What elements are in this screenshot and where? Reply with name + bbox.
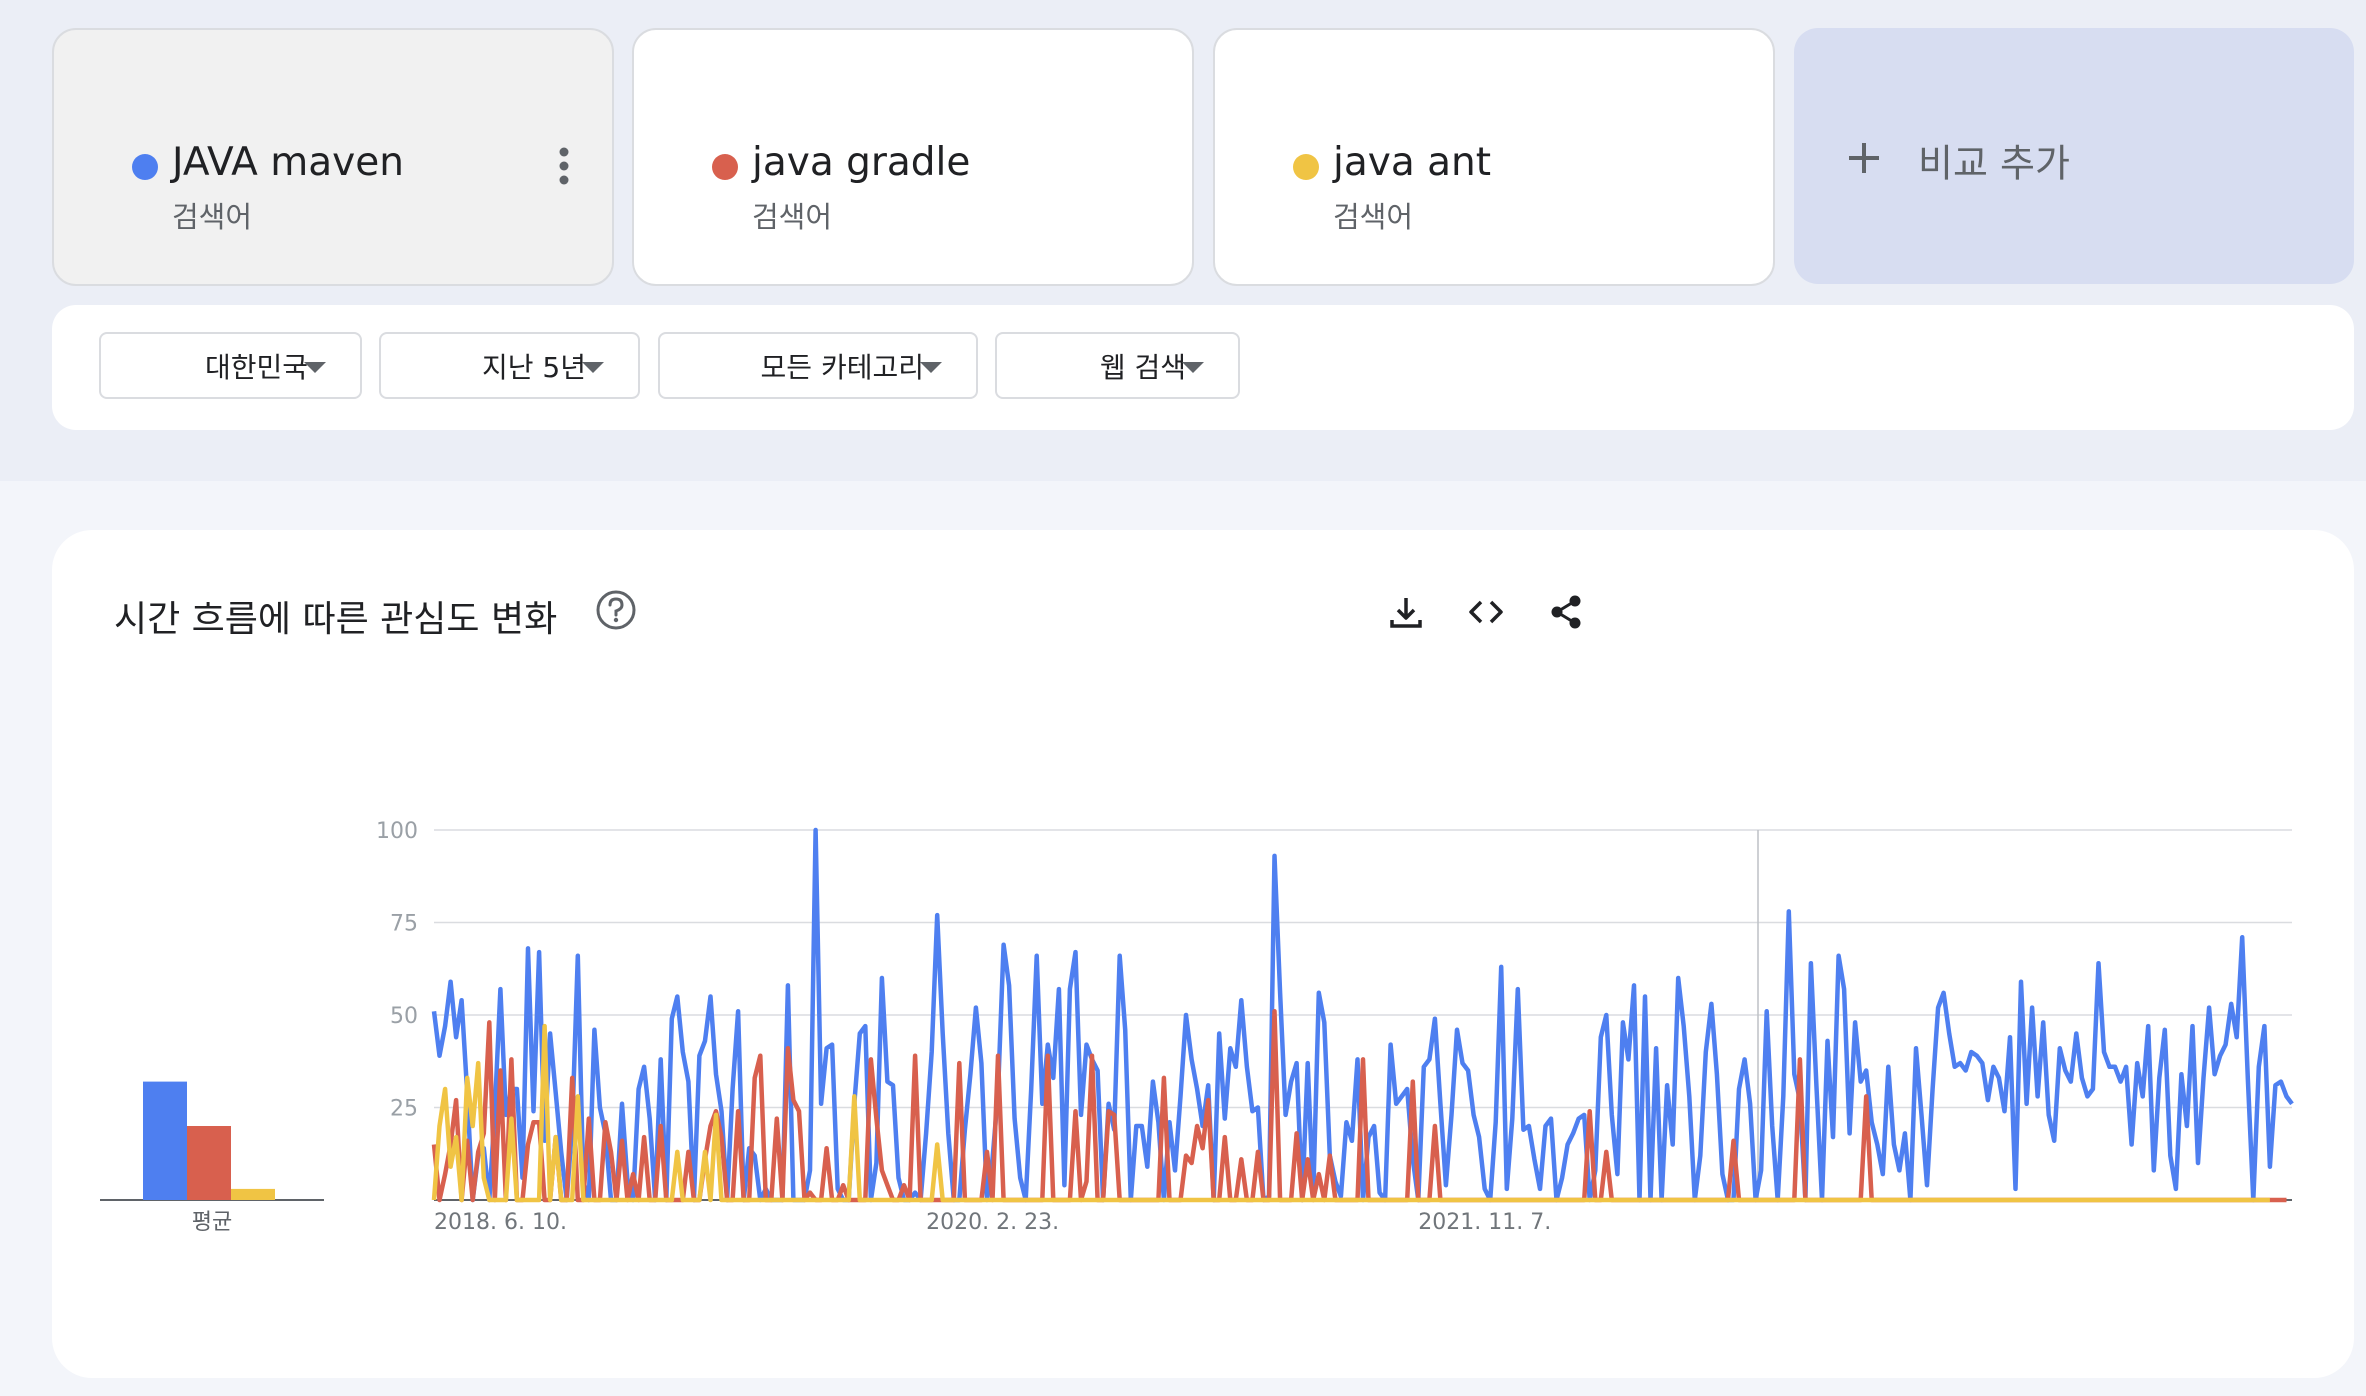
y-tick-label: 100 (376, 819, 418, 844)
series-color-dot (712, 154, 738, 180)
term-type-label: 검색어 (172, 200, 253, 234)
trend-chart: 평균 25 50 75 100 2018. 6. 10. 2020. 2. 23. 2021… (100, 819, 2294, 1235)
term-name: java gradle (752, 140, 971, 185)
region-filter-label: 대한민국 (204, 350, 308, 384)
interest-over-time-card: 시간 흐름에 따른 관심도 변화 평균 25 50 75 100 2018. 6. 10… (52, 530, 2354, 1378)
share-icon[interactable] (1546, 592, 1586, 632)
x-tick-label: 2020. 2. 23. (926, 1210, 1059, 1235)
average-bar[interactable] (231, 1188, 275, 1200)
term-name: java ant (1333, 140, 1492, 185)
dropdown-caret-icon (582, 362, 604, 373)
more-vert-icon[interactable] (544, 142, 584, 190)
average-bar[interactable] (187, 1126, 231, 1200)
plus-icon (1849, 143, 1879, 173)
category-filter[interactable]: 모든 카테고리 (658, 332, 978, 399)
category-filter-label: 모든 카테고리 (760, 350, 924, 384)
x-tick-label: 2021. 11. 7. (1418, 1210, 1551, 1235)
period-filter[interactable]: 지난 5년 (379, 332, 640, 399)
period-filter-label: 지난 5년 (482, 350, 586, 384)
average-label: 평균 (192, 1210, 232, 1235)
search-type-filter[interactable]: 웹 검색 (995, 332, 1240, 399)
add-comparison-button[interactable]: 비교 추가 (1794, 28, 2354, 284)
dropdown-caret-icon (304, 362, 326, 373)
y-tick-label: 50 (390, 1004, 418, 1029)
term-name: JAVA maven (172, 140, 404, 185)
term-card-3[interactable]: java ant 검색어 (1213, 28, 1775, 286)
chart-title: 시간 흐름에 따른 관심도 변화 (114, 599, 558, 640)
code-icon[interactable] (1466, 592, 1506, 632)
help-circle-icon[interactable] (594, 588, 638, 632)
search-type-filter-label: 웹 검색 (1099, 350, 1186, 384)
region-filter[interactable]: 대한민국 (99, 332, 362, 399)
term-card-2[interactable]: java gradle 검색어 (632, 28, 1194, 286)
series-color-dot (1293, 154, 1319, 180)
average-bar[interactable] (143, 1081, 187, 1200)
add-comparison-label: 비교 추가 (1918, 141, 2070, 186)
series-line[interactable] (431, 1023, 2270, 1203)
dropdown-caret-icon (920, 362, 942, 373)
term-type-label: 검색어 (752, 200, 833, 234)
y-tick-label: 75 (390, 912, 418, 937)
x-tick-label: 2018. 6. 10. (434, 1210, 567, 1235)
term-card-1[interactable]: JAVA maven 검색어 (52, 28, 614, 286)
download-icon[interactable] (1386, 592, 1426, 632)
y-tick-label: 25 (390, 1097, 418, 1122)
dropdown-caret-icon (1182, 362, 1204, 373)
series-color-dot (132, 154, 158, 180)
filter-bar: 대한민국 지난 5년 모든 카테고리 웹 검색 (52, 305, 2354, 430)
term-type-label: 검색어 (1333, 200, 1414, 234)
